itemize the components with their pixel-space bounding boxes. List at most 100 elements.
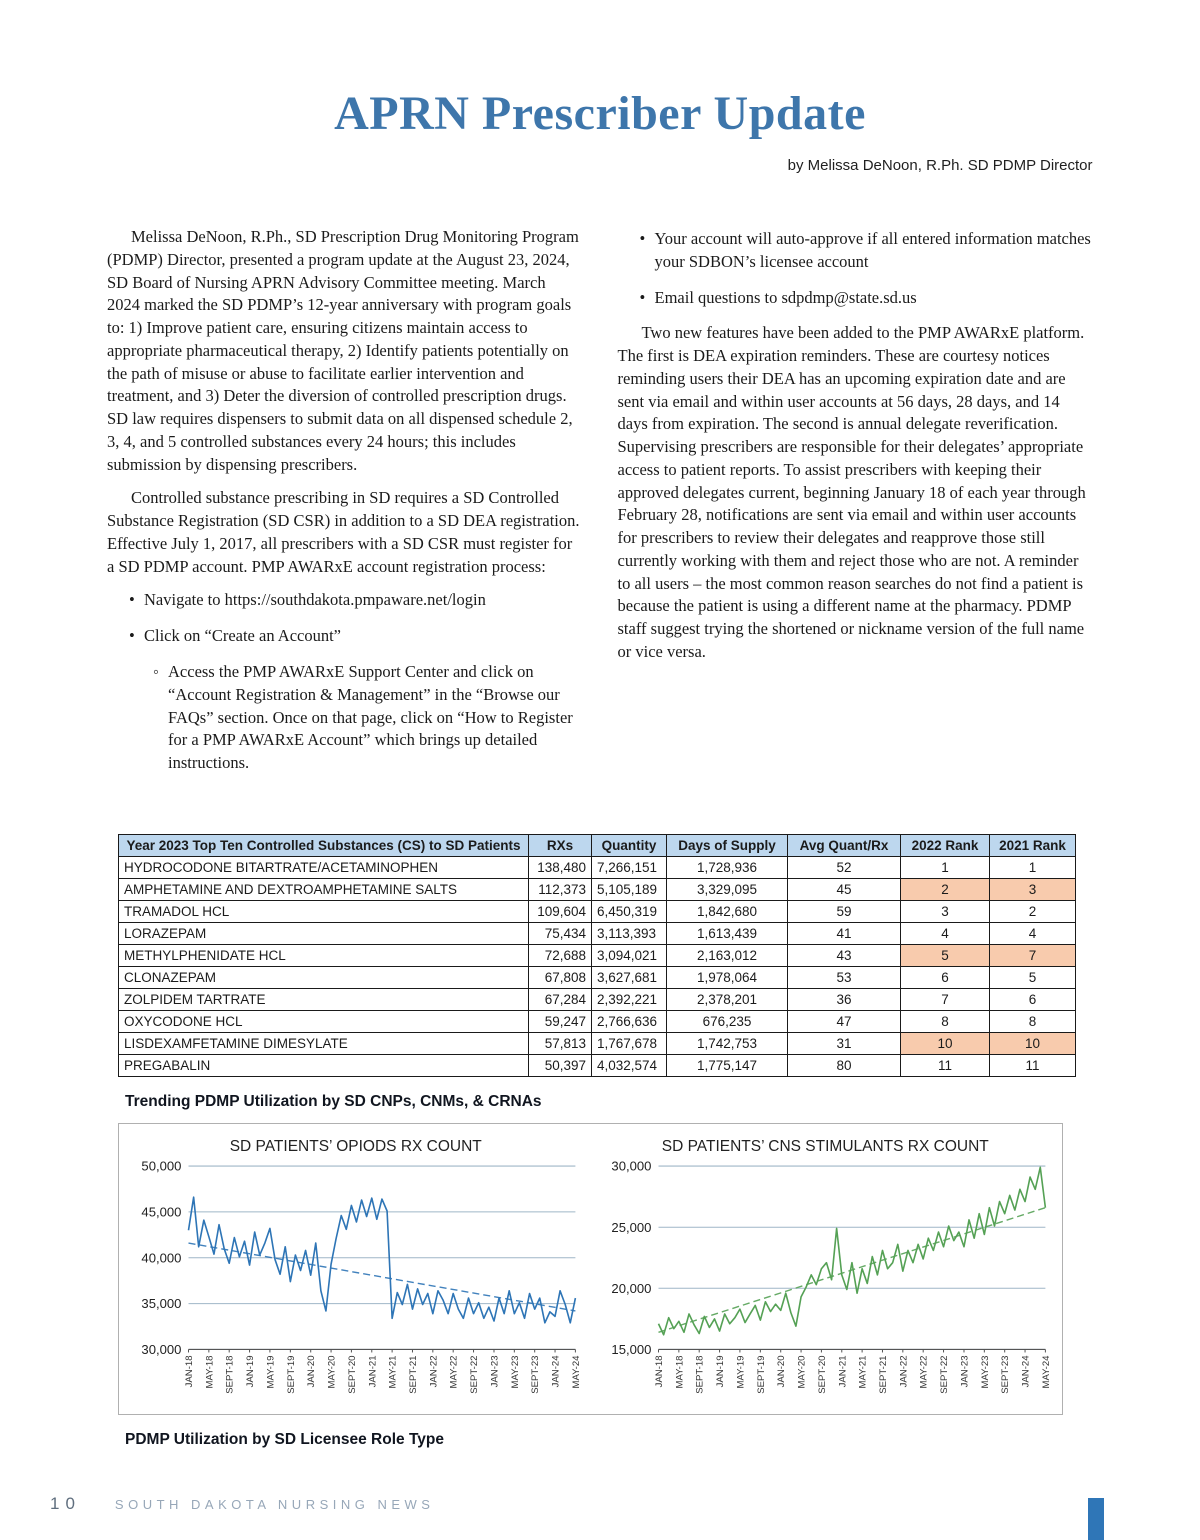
- table-cell: METHYLPHENIDATE HCL: [118, 944, 529, 968]
- table-cell: 6: [900, 966, 990, 990]
- table-cell: 1,775,147: [666, 1054, 788, 1078]
- table-cell: 1,978,064: [666, 966, 788, 990]
- table-cell: 11: [900, 1054, 990, 1078]
- svg-text:40,000: 40,000: [141, 1251, 181, 1266]
- table-row: LISDEXAMFETAMINE DIMESYLATE 57,813 1,767,6…: [118, 1032, 1076, 1056]
- table-cell: 50,397: [528, 1054, 592, 1078]
- svg-text:MAY-20: MAY-20: [796, 1356, 807, 1389]
- table-cell: 7,266,151: [591, 856, 667, 880]
- svg-text:SEPT-19: SEPT-19: [755, 1356, 766, 1394]
- table-cell: 11: [989, 1054, 1076, 1078]
- table-cell: LORAZEPAM: [118, 922, 529, 946]
- table-cell: 1,613,439: [666, 922, 788, 946]
- table-cell: OXYCODONE HCL: [118, 1010, 529, 1034]
- column-header: 2022 Rank: [900, 833, 990, 858]
- table-row: LORAZEPAM 75,434 3,113,393 1,613,439 41 4 4: [118, 922, 1076, 946]
- cs-table-body: HYDROCODONE BITARTRATE/ACETAMINOPHEN 138,…: [118, 856, 1076, 1078]
- stimulants-line-chart: 15,000 20,000 25,000 30,000 JAN-18 MAY-18 SEPT…: [611, 1159, 1051, 1394]
- svg-text:20,000: 20,000: [611, 1281, 651, 1296]
- svg-text:JAN-18: JAN-18: [654, 1356, 665, 1388]
- svg-text:JAN-23: JAN-23: [490, 1356, 501, 1388]
- svg-text:JAN-19: JAN-19: [245, 1356, 256, 1388]
- trending-heading: Trending PDMP Utilization by SD CNPs, CN…: [125, 1093, 542, 1111]
- svg-text:50,000: 50,000: [141, 1159, 181, 1174]
- table-cell: 75,434: [528, 922, 592, 946]
- svg-text:30,000: 30,000: [611, 1159, 651, 1174]
- table-cell: 3: [900, 900, 990, 924]
- svg-text:JAN-24: JAN-24: [551, 1355, 562, 1388]
- table-cell: 52: [787, 856, 901, 880]
- svg-text:SEPT-18: SEPT-18: [225, 1356, 236, 1394]
- table-cell: 72,688: [528, 944, 592, 968]
- table-cell: 2,766,636: [591, 1010, 667, 1034]
- bullet-text: Navigate to https://southdakota.pmpaware…: [144, 590, 486, 610]
- table-cell: 4,032,574: [591, 1054, 667, 1078]
- svg-text:MAY-23: MAY-23: [510, 1356, 521, 1389]
- bullet-text: Click on “Create an Account”: [144, 626, 342, 646]
- table-cell: 1,728,936: [666, 856, 788, 880]
- table-cell: 31: [787, 1032, 901, 1056]
- svg-text:SEPT-18: SEPT-18: [694, 1356, 705, 1394]
- svg-text:MAY-21: MAY-21: [388, 1356, 399, 1389]
- charts-figure: SD PATIENTS’ OPIODS RX COUNT 30,000 35,00…: [118, 1123, 1063, 1416]
- table-cell: 2,392,221: [591, 988, 667, 1012]
- paragraph: Controlled substance prescribing in SD r…: [107, 488, 580, 576]
- table-cell: 138,480: [528, 856, 592, 880]
- table-cell: 47: [787, 1010, 901, 1034]
- svg-text:JAN-19: JAN-19: [715, 1356, 726, 1388]
- svg-text:SEPT-22: SEPT-22: [939, 1356, 950, 1394]
- table-cell: 36: [787, 988, 901, 1012]
- table-cell: 1,742,753: [666, 1032, 788, 1056]
- account-notes-list: Your account will auto-approve if all en…: [618, 228, 1094, 309]
- sub-bullet-item: Access the PMP AWARxE Support Center and…: [153, 661, 583, 775]
- svg-text:SEPT-20: SEPT-20: [347, 1356, 358, 1394]
- table-cell: 6: [989, 988, 1076, 1012]
- svg-text:SEPT-19: SEPT-19: [286, 1356, 297, 1394]
- table-header-row: Year 2023 Top Ten Controlled Substances …: [118, 833, 1076, 858]
- footer-page-number: 10: [50, 1494, 81, 1513]
- svg-text:MAY-24: MAY-24: [571, 1355, 582, 1389]
- column-header: Quantity: [591, 833, 667, 858]
- footer-publication: SOUTH DAKOTA NURSING NEWS: [114, 1497, 435, 1512]
- table-cell: 41: [787, 922, 901, 946]
- table-cell: TRAMADOL HCL: [118, 900, 529, 924]
- table-cell: 45: [787, 878, 901, 902]
- svg-text:JAN-21: JAN-21: [837, 1356, 848, 1388]
- stimulants-chart-title: SD PATIENTS’ CNS STIMULANTS RX COUNT: [661, 1138, 989, 1156]
- table-cell: AMPHETAMINE AND DEXTROAMPHETAMINE SALTS: [118, 878, 529, 902]
- svg-text:30,000: 30,000: [141, 1342, 181, 1357]
- svg-text:MAY-19: MAY-19: [265, 1356, 276, 1389]
- table-cell: 3,113,393: [591, 922, 667, 946]
- table-row: TRAMADOL HCL 109,604 6,450,319 1,842,680 59 3…: [118, 900, 1076, 924]
- table-cell: 80: [787, 1054, 901, 1078]
- table-cell: 7: [900, 988, 990, 1012]
- bullet-text: Access the PMP AWARxE Support Center and…: [168, 662, 573, 773]
- table-cell: 109,604: [528, 900, 592, 924]
- table-row: HYDROCODONE BITARTRATE/ACETAMINOPHEN 138,…: [118, 856, 1076, 880]
- bullet-item: Click on “Create an Account”: [129, 625, 583, 648]
- svg-text:15,000: 15,000: [611, 1342, 651, 1357]
- svg-text:JAN-20: JAN-20: [306, 1356, 317, 1388]
- table-cell: 1,767,678: [591, 1032, 667, 1056]
- table-row: ZOLPIDEM TARTRATE 67,284 2,392,221 2,378,20…: [118, 988, 1076, 1012]
- table-cell: 2,378,201: [666, 988, 788, 1012]
- table-row: OXYCODONE HCL 59,247 2,766,636 676,235 47 8 8: [118, 1010, 1076, 1034]
- paragraph: Melissa DeNoon, R.Ph., SD Prescription D…: [107, 227, 579, 474]
- table-cell: 5: [900, 944, 990, 968]
- column-header: 2021 Rank: [989, 833, 1076, 858]
- bullet-item: Your account will auto-approve if all en…: [640, 228, 1094, 274]
- controlled-substances-table: Year 2023 Top Ten Controlled Substances …: [118, 833, 1076, 1078]
- svg-text:SEPT-20: SEPT-20: [816, 1356, 827, 1394]
- table-cell: 2,163,012: [666, 944, 788, 968]
- table-cell: 7: [989, 944, 1076, 968]
- bullet-text: Your account will auto-approve if all en…: [654, 229, 1091, 271]
- byline: by Melissa DeNoon, R.Ph. SD PDMP Directo…: [787, 157, 1093, 174]
- svg-text:JAN-22: JAN-22: [898, 1356, 909, 1388]
- opioids-chart-title: SD PATIENTS’ OPIODS RX COUNT: [229, 1138, 482, 1156]
- table-cell: 1,842,680: [666, 900, 788, 924]
- svg-text:MAY-18: MAY-18: [674, 1356, 685, 1389]
- bullet-item: Email questions to sdpdmp@state.sd.us: [640, 287, 1094, 310]
- svg-text:45,000: 45,000: [141, 1205, 181, 1220]
- table-title: Year 2023 Top Ten Controlled Substances …: [118, 833, 529, 858]
